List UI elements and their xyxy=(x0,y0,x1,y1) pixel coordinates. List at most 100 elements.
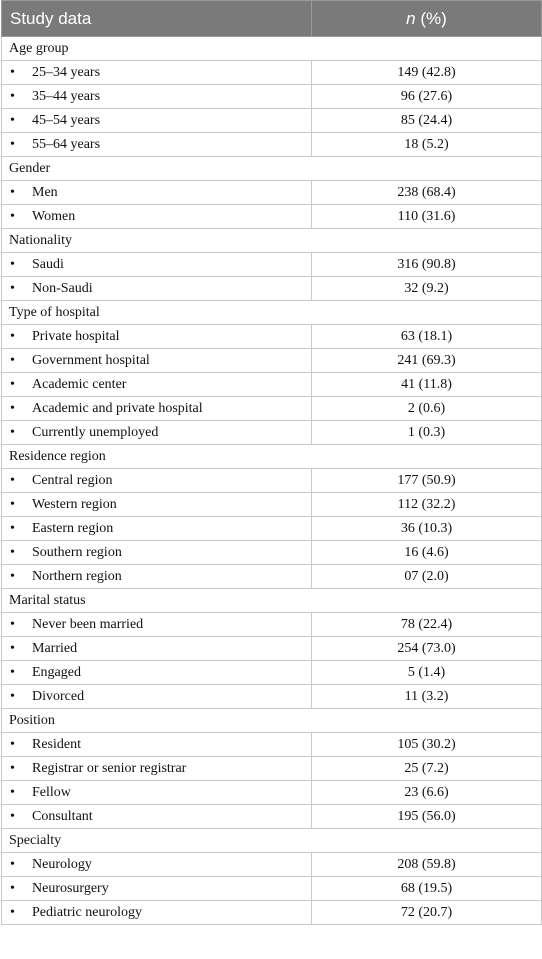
group-title: Nationality xyxy=(1,228,542,253)
row-label-cell: • Eastern region xyxy=(1,516,312,541)
row-label-cell: • Neurosurgery xyxy=(1,876,312,901)
bullet-icon: • xyxy=(10,520,15,536)
table-row: • Saudi 316 (90.8) xyxy=(1,252,542,277)
row-label: Northern region xyxy=(32,568,122,584)
table-row: • 55–64 years 18 (5.2) xyxy=(1,132,542,157)
bullet-icon: • xyxy=(10,400,15,416)
row-value: 16 (4.6) xyxy=(311,540,542,565)
row-label-cell: • Neurology xyxy=(1,852,312,877)
bullet-icon: • xyxy=(10,352,15,368)
row-label-cell: • Pediatric neurology xyxy=(1,900,312,925)
bullet-icon: • xyxy=(10,784,15,800)
row-label-cell: • Never been married xyxy=(1,612,312,637)
bullet-icon: • xyxy=(10,808,15,824)
row-label: Government hospital xyxy=(32,352,150,368)
row-label: Saudi xyxy=(32,256,64,272)
row-label-cell: • 45–54 years xyxy=(1,108,312,133)
row-value: 68 (19.5) xyxy=(311,876,542,901)
bullet-icon: • xyxy=(10,88,15,104)
row-label: 55–64 years xyxy=(32,136,101,152)
row-label: Neurology xyxy=(32,856,92,872)
bullet-icon: • xyxy=(10,856,15,872)
group-title: Specialty xyxy=(1,828,542,853)
table-row: • 25–34 years 149 (42.8) xyxy=(1,60,542,85)
row-label: Western region xyxy=(32,496,117,512)
row-label: Currently unemployed xyxy=(32,424,159,440)
row-label-cell: • Men xyxy=(1,180,312,205)
row-label: Non-Saudi xyxy=(32,280,93,296)
row-value: 63 (18.1) xyxy=(311,324,542,349)
row-label-cell: • Government hospital xyxy=(1,348,312,373)
row-label: Never been married xyxy=(32,616,144,632)
row-label-cell: • Married xyxy=(1,636,312,661)
bullet-icon: • xyxy=(10,616,15,632)
group-header-row: Nationality xyxy=(1,228,542,253)
row-label-cell: • Divorced xyxy=(1,684,312,709)
bullet-icon: • xyxy=(10,136,15,152)
row-label-cell: • Academic center xyxy=(1,372,312,397)
row-label: 45–54 years xyxy=(32,112,101,128)
group-header-row: Age group xyxy=(1,36,542,61)
row-label: Private hospital xyxy=(32,328,120,344)
table-row: • Northern region 07 (2.0) xyxy=(1,564,542,589)
row-label: Divorced xyxy=(32,688,85,704)
table-row: • Women 110 (31.6) xyxy=(1,204,542,229)
table-row: • Consultant 195 (56.0) xyxy=(1,804,542,829)
table-row: • Eastern region 36 (10.3) xyxy=(1,516,542,541)
group-title: Residence region xyxy=(1,444,542,469)
row-value: 85 (24.4) xyxy=(311,108,542,133)
table-row: • Married 254 (73.0) xyxy=(1,636,542,661)
row-value: 96 (27.6) xyxy=(311,84,542,109)
row-label: Eastern region xyxy=(32,520,114,536)
row-value: 41 (11.8) xyxy=(311,372,542,397)
row-value: 18 (5.2) xyxy=(311,132,542,157)
bullet-icon: • xyxy=(10,736,15,752)
row-label-cell: • 25–34 years xyxy=(1,60,312,85)
row-label: Resident xyxy=(32,736,81,752)
table-row: • Engaged 5 (1.4) xyxy=(1,660,542,685)
group-header-row: Specialty xyxy=(1,828,542,853)
table-row: • Currently unemployed 1 (0.3) xyxy=(1,420,542,445)
row-value: 208 (59.8) xyxy=(311,852,542,877)
row-value: 316 (90.8) xyxy=(311,252,542,277)
table-row: • Non-Saudi 32 (9.2) xyxy=(1,276,542,301)
bullet-icon: • xyxy=(10,376,15,392)
row-label: Academic center xyxy=(32,376,127,392)
table-row: • Registrar or senior registrar 25 (7.2) xyxy=(1,756,542,781)
row-value: 11 (3.2) xyxy=(311,684,542,709)
group-header-row: Gender xyxy=(1,156,542,181)
row-label-cell: • Currently unemployed xyxy=(1,420,312,445)
row-label: Married xyxy=(32,640,78,656)
row-value: 110 (31.6) xyxy=(311,204,542,229)
row-value: 195 (56.0) xyxy=(311,804,542,829)
table-row: • Private hospital 63 (18.1) xyxy=(1,324,542,349)
row-label: Engaged xyxy=(32,664,81,680)
bullet-icon: • xyxy=(10,64,15,80)
group-header-row: Type of hospital xyxy=(1,300,542,325)
row-value: 238 (68.4) xyxy=(311,180,542,205)
row-label-cell: • Western region xyxy=(1,492,312,517)
row-label: 35–44 years xyxy=(32,88,101,104)
group-title: Position xyxy=(1,708,542,733)
row-label: Registrar or senior registrar xyxy=(32,760,187,776)
row-label-cell: • Consultant xyxy=(1,804,312,829)
bullet-icon: • xyxy=(10,472,15,488)
row-label-cell: • 35–44 years xyxy=(1,84,312,109)
row-value: 23 (6.6) xyxy=(311,780,542,805)
row-label-cell: • Private hospital xyxy=(1,324,312,349)
header-percent: (%) xyxy=(415,8,447,28)
bullet-icon: • xyxy=(10,496,15,512)
table-row: • Neurosurgery 68 (19.5) xyxy=(1,876,542,901)
row-label: Fellow xyxy=(32,784,71,800)
bullet-icon: • xyxy=(10,184,15,200)
row-value: 254 (73.0) xyxy=(311,636,542,661)
row-value: 149 (42.8) xyxy=(311,60,542,85)
header-study-data: Study data xyxy=(1,0,312,37)
bullet-icon: • xyxy=(10,568,15,584)
table-row: • Western region 112 (32.2) xyxy=(1,492,542,517)
table-row: • Academic center 41 (11.8) xyxy=(1,372,542,397)
row-label-cell: • Engaged xyxy=(1,660,312,685)
row-label-cell: • Non-Saudi xyxy=(1,276,312,301)
row-value: 241 (69.3) xyxy=(311,348,542,373)
group-title: Gender xyxy=(1,156,542,181)
